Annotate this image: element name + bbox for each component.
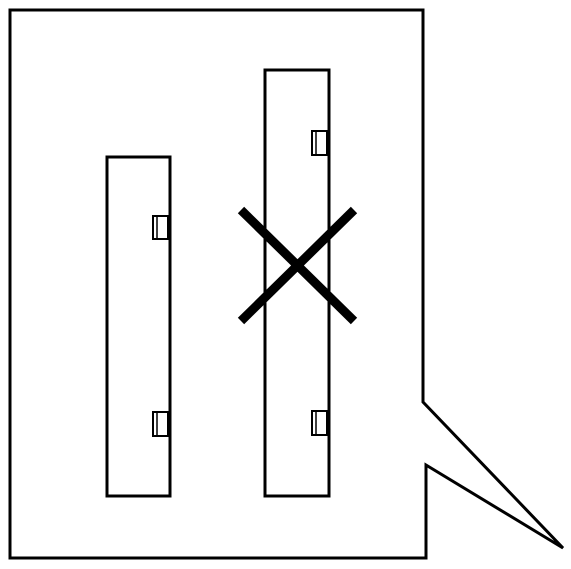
left-panel-body: [105, 155, 172, 498]
left-panel: [105, 155, 172, 498]
left-panel-upper-clip: [152, 215, 169, 240]
x-mark-icon: [237, 206, 358, 325]
right-panel-upper-clip: [311, 130, 328, 156]
left-panel-lower-clip: [152, 411, 169, 437]
right-panel-lower-clip: [311, 410, 328, 436]
